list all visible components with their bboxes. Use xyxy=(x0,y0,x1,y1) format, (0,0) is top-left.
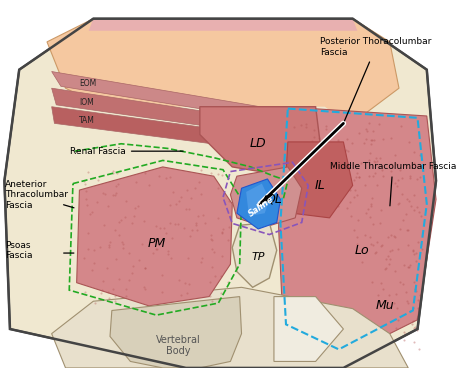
Text: LD: LD xyxy=(250,137,266,150)
Polygon shape xyxy=(52,71,274,121)
Polygon shape xyxy=(110,296,242,368)
Text: IL: IL xyxy=(315,179,326,192)
Text: Posterior Thoracolumbar
Fascia: Posterior Thoracolumbar Fascia xyxy=(320,37,432,121)
Polygon shape xyxy=(246,184,269,216)
Text: Aneterior
Thracolumbar
Fascia: Aneterior Thracolumbar Fascia xyxy=(5,180,68,210)
Polygon shape xyxy=(232,222,277,287)
Polygon shape xyxy=(274,296,344,361)
Text: Psoas
Fascia: Psoas Fascia xyxy=(5,241,33,260)
Polygon shape xyxy=(200,107,320,176)
Polygon shape xyxy=(77,167,232,306)
Text: Renal Fascia: Renal Fascia xyxy=(70,147,183,156)
Text: Saline: Saline xyxy=(246,195,275,219)
Polygon shape xyxy=(52,88,279,136)
Text: Vertebral
Body: Vertebral Body xyxy=(156,335,201,356)
Text: TP: TP xyxy=(251,252,265,262)
Text: QL: QL xyxy=(265,193,283,206)
Polygon shape xyxy=(89,19,357,31)
Polygon shape xyxy=(279,107,436,357)
Polygon shape xyxy=(286,142,353,218)
Text: PM: PM xyxy=(147,237,165,250)
Polygon shape xyxy=(237,179,281,229)
Polygon shape xyxy=(230,167,302,227)
Text: TAM: TAM xyxy=(80,116,95,125)
Polygon shape xyxy=(47,107,399,352)
Text: Middle Thracolumbar Fascia: Middle Thracolumbar Fascia xyxy=(329,162,456,206)
Text: EOM: EOM xyxy=(80,79,97,88)
Polygon shape xyxy=(4,19,436,368)
Text: Mu: Mu xyxy=(376,299,394,312)
Polygon shape xyxy=(47,19,399,121)
Polygon shape xyxy=(52,287,408,368)
Polygon shape xyxy=(52,107,283,153)
Text: Lo: Lo xyxy=(355,244,369,257)
Text: IOM: IOM xyxy=(80,97,94,107)
